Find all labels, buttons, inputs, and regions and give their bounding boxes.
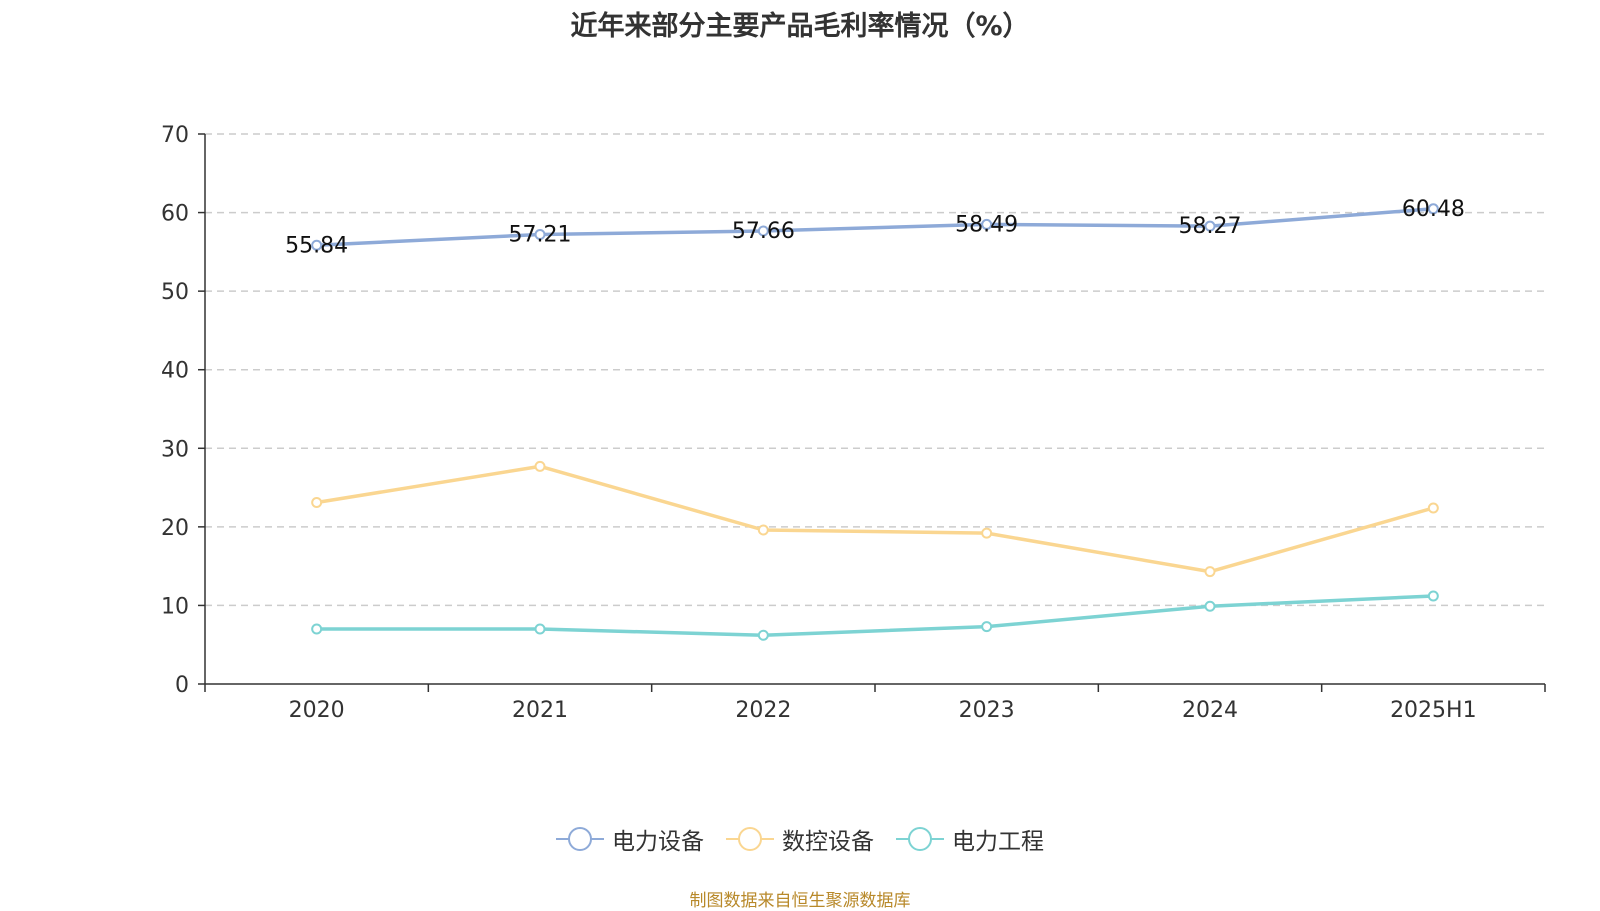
x-tick-label: 2024: [1182, 698, 1238, 723]
data-point: [981, 621, 993, 633]
data-point: [534, 460, 546, 472]
x-tick-label: 2022: [735, 698, 791, 723]
y-tick-label: 40: [161, 359, 189, 384]
data-point: [311, 497, 323, 508]
data-point: [1427, 590, 1439, 602]
x-tick-label: 2025H1: [1390, 698, 1477, 723]
data-point: [1204, 566, 1216, 578]
series-line: [316, 594, 1434, 638]
data-point: [1204, 220, 1216, 232]
legend-item-cnc-equipment[interactable]: 数控设备: [726, 822, 874, 856]
y-tick-label: 10: [161, 594, 189, 619]
data-point: [757, 225, 769, 237]
y-tick-label: 60: [161, 202, 189, 227]
data-label: 58.49: [955, 212, 1018, 237]
x-tick-label: 2020: [289, 698, 345, 723]
data-label: 58.27: [1179, 214, 1242, 239]
legend-marker-icon: [896, 827, 944, 851]
data-point: [1427, 502, 1439, 514]
data-point: [534, 228, 546, 240]
series-line: [316, 207, 1434, 248]
y-tick-label: 30: [161, 437, 189, 462]
y-tick-label: 20: [161, 516, 189, 541]
data-point: [1427, 203, 1439, 215]
y-tick-label: 70: [161, 123, 189, 148]
legend-item-power-equipment[interactable]: 电力设备: [556, 822, 704, 856]
data-point: [311, 239, 323, 251]
legend: 电力设备 数控设备 电力工程: [0, 822, 1600, 856]
legend-label: 电力工程: [952, 829, 1044, 855]
data-point: [981, 218, 993, 230]
data-point: [757, 524, 769, 536]
x-tick-label: 2023: [959, 698, 1015, 723]
source-note: 制图数据来自恒生聚源数据库: [689, 891, 911, 911]
legend-label: 电力设备: [612, 829, 704, 855]
data-label: 57.66: [732, 219, 795, 244]
series-line: [316, 464, 1434, 574]
line-chart: 0 10 20 30 40 50 60 70 2020 2021 2022 2023 2024 2025H…: [161, 123, 1546, 723]
data-point: [757, 629, 769, 641]
legend-marker-icon: [556, 827, 604, 851]
data-label: 60.48: [1402, 197, 1465, 222]
legend-marker-icon: [726, 827, 774, 851]
data-label: 57.21: [509, 222, 572, 247]
data-point: [1204, 600, 1216, 612]
chart-title: 近年来部分主要产品毛利率情况（%）: [570, 11, 1030, 42]
x-tick-label: 2021: [512, 698, 568, 723]
legend-item-power-engineering[interactable]: 电力工程: [896, 822, 1044, 856]
data-point: [311, 623, 323, 635]
legend-label: 数控设备: [782, 829, 874, 855]
data-point: [981, 527, 993, 539]
data-label: 55.84: [285, 233, 348, 258]
y-tick-label: 0: [175, 673, 189, 698]
y-tick-label: 50: [161, 280, 189, 305]
data-point: [534, 623, 546, 635]
